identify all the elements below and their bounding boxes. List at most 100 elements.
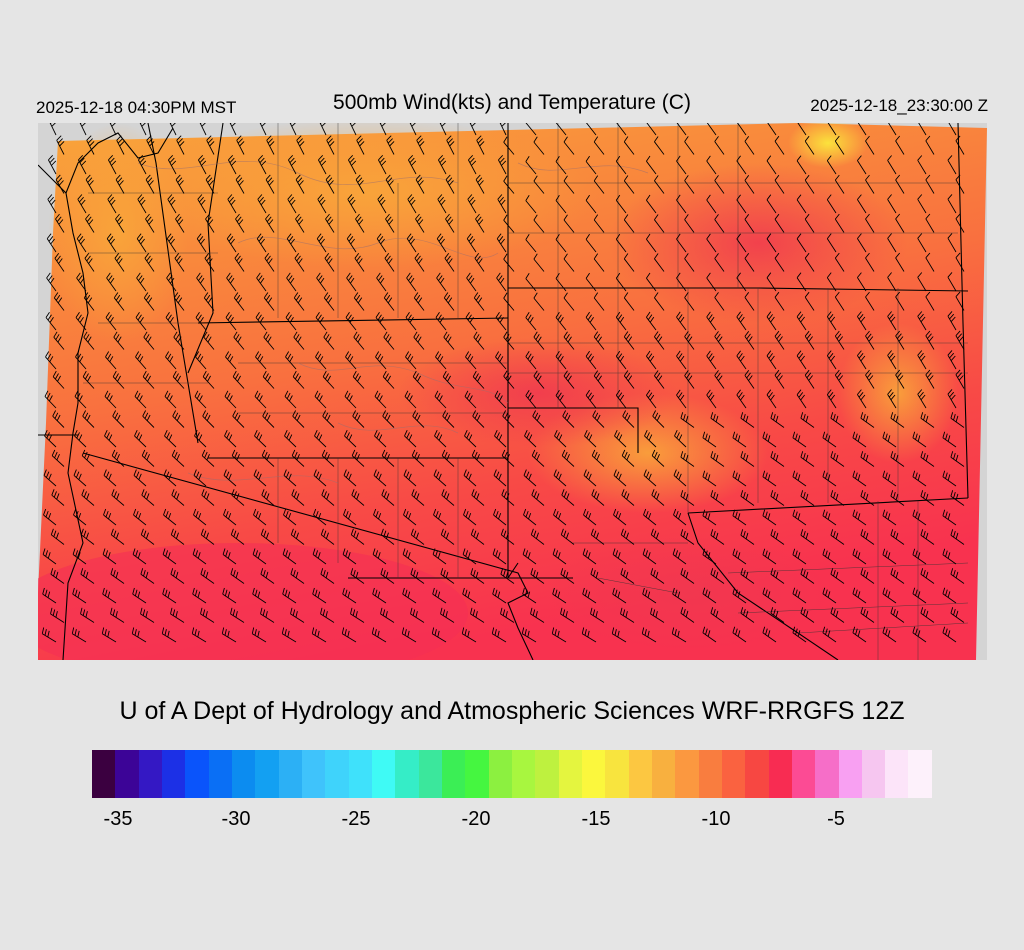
wind-barb bbox=[860, 412, 875, 428]
wind-barb bbox=[593, 175, 605, 194]
wind-barb bbox=[671, 627, 687, 643]
wind-barb bbox=[433, 469, 447, 487]
wind-barb bbox=[142, 410, 155, 428]
wind-barb bbox=[947, 155, 957, 175]
colorbar-swatch bbox=[628, 750, 652, 798]
wind-barb bbox=[762, 509, 777, 526]
wind-barb bbox=[445, 213, 455, 233]
wind-barb bbox=[947, 272, 957, 292]
wind-barb bbox=[172, 410, 185, 428]
wind-barb bbox=[912, 626, 927, 643]
wind-barb bbox=[834, 369, 845, 389]
wind-barb bbox=[744, 370, 755, 389]
wind-barb bbox=[293, 331, 305, 350]
wind-barb bbox=[141, 489, 155, 506]
wind-barb bbox=[887, 155, 897, 175]
wind-barb bbox=[736, 155, 747, 175]
wind-barb bbox=[525, 156, 537, 175]
wind-barb bbox=[740, 568, 755, 584]
wind-barb bbox=[620, 568, 635, 584]
wind-barb bbox=[834, 330, 845, 350]
wind-barb bbox=[133, 469, 147, 487]
wind-barb bbox=[947, 350, 957, 370]
wind-barb bbox=[857, 272, 867, 292]
wind-barb bbox=[346, 272, 357, 292]
wind-barb bbox=[496, 272, 507, 292]
wind-barb bbox=[311, 627, 327, 643]
wind-barb bbox=[500, 568, 515, 584]
wind-barb bbox=[503, 253, 515, 272]
wind-barb bbox=[290, 607, 305, 623]
wind-barb bbox=[553, 508, 567, 526]
wind-barb bbox=[950, 568, 965, 584]
wind-barb bbox=[593, 370, 605, 389]
wind-barb bbox=[476, 135, 485, 155]
wind-barb bbox=[925, 252, 935, 272]
wind-barb bbox=[561, 449, 575, 467]
wind-barb bbox=[942, 587, 957, 604]
wind-barb bbox=[684, 136, 695, 155]
wind-barb bbox=[201, 449, 215, 467]
wind-barb bbox=[676, 155, 687, 175]
wind-barb bbox=[314, 430, 327, 448]
wind-barb bbox=[81, 449, 95, 467]
wind-barb bbox=[284, 390, 297, 409]
wind-barb bbox=[955, 135, 965, 155]
temperature-colorbar bbox=[92, 750, 932, 798]
wind-barb bbox=[175, 174, 185, 194]
wind-barb bbox=[673, 469, 687, 487]
wind-barb bbox=[615, 389, 627, 409]
colorbar-swatch bbox=[185, 750, 209, 798]
wind-barb bbox=[102, 587, 117, 604]
wind-barb bbox=[283, 469, 297, 487]
wind-barb bbox=[852, 626, 867, 643]
wind-barb bbox=[822, 548, 837, 565]
wind-barb bbox=[672, 587, 687, 604]
wind-barb bbox=[585, 233, 597, 253]
wind-barb bbox=[115, 174, 125, 194]
wind-barb bbox=[466, 272, 477, 292]
wind-barb bbox=[702, 587, 717, 604]
wind-barb bbox=[106, 233, 117, 253]
wind-barb bbox=[72, 587, 87, 604]
wind-barb bbox=[42, 587, 57, 604]
wind-barb bbox=[762, 431, 777, 448]
wind-barb bbox=[613, 469, 627, 487]
wind-barb bbox=[290, 528, 305, 545]
wind-barb bbox=[865, 369, 875, 389]
wind-barb bbox=[347, 194, 357, 214]
wind-barb bbox=[555, 155, 567, 175]
wind-barb bbox=[826, 233, 837, 253]
wind-barb bbox=[887, 272, 897, 292]
wind-barb bbox=[590, 568, 605, 584]
wind-barb bbox=[830, 451, 845, 467]
wind-barb bbox=[553, 469, 567, 487]
wind-barb bbox=[132, 587, 147, 604]
wind-barb bbox=[552, 587, 567, 604]
wind-barb bbox=[77, 194, 87, 214]
wind-barb bbox=[408, 154, 417, 175]
wind-barb bbox=[947, 389, 957, 409]
wind-barb bbox=[947, 233, 957, 253]
wind-barb bbox=[612, 587, 627, 604]
wind-barb bbox=[493, 508, 507, 526]
wind-barb bbox=[646, 350, 657, 370]
wind-barb bbox=[137, 194, 147, 214]
wind-barb bbox=[826, 194, 837, 214]
wind-barb bbox=[497, 194, 507, 214]
wind-barb bbox=[473, 292, 485, 311]
wind-barb bbox=[740, 412, 755, 428]
wind-barb bbox=[263, 292, 275, 311]
wind-barb bbox=[762, 626, 777, 643]
wind-barb bbox=[253, 508, 267, 526]
wind-barb bbox=[590, 528, 605, 545]
wind-barb bbox=[684, 214, 695, 233]
wind-barb bbox=[46, 233, 57, 253]
wind-barb bbox=[406, 233, 417, 253]
wind-barb bbox=[615, 350, 627, 370]
wind-barb bbox=[882, 431, 897, 448]
wind-barb bbox=[615, 272, 627, 292]
colorbar-swatch bbox=[92, 750, 116, 798]
wind-barb bbox=[402, 587, 417, 604]
wind-barb bbox=[164, 390, 177, 409]
